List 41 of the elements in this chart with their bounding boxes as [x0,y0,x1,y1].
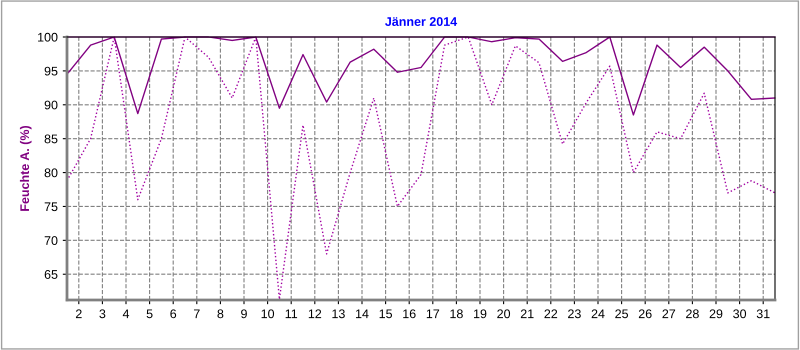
x-tick-label: 11 [286,309,298,318]
x-tick-label: 31 [756,309,770,318]
x-tick-label: 28 [686,309,699,318]
x-tick-label: 13 [332,309,345,318]
x-tick-label: 18 [450,309,463,318]
x-tick-label: 8 [217,309,224,318]
x-tick-label: 29 [710,309,722,318]
x-tick-label: 24 [592,309,605,318]
x-tick-label: 2 [76,309,82,318]
x-tick-label: 30 [733,309,746,318]
y-tick-label: 90 [44,100,58,110]
line-series [66,36,776,300]
x-tick-label: 7 [194,309,200,318]
x-tick-label: 3 [99,309,106,318]
x-tick-label: 21 [520,309,534,318]
x-tick-label: 17 [426,309,440,318]
x-tick-label: 12 [308,309,322,318]
y-axis-title: Feuchte A. (%) [20,126,32,211]
y-tick-label: 70 [44,236,58,246]
y-tick-label: 65 [44,270,58,279]
x-tick-label: 26 [638,309,652,318]
x-tick-label: 20 [497,309,510,318]
x-tick-label: 22 [544,309,558,318]
x-tick-label: 23 [568,309,581,318]
y-tick-label: 80 [44,168,58,178]
chart-title: Jänner 2014 [385,17,458,26]
y-tick-label: 85 [44,134,58,144]
x-tick-label: 27 [662,309,676,318]
y-tick-label: 100 [38,32,58,42]
x-tick-label: 19 [474,309,486,318]
x-tick-label: 4 [122,309,130,318]
y-tick-label: 95 [44,66,58,76]
x-tick-label: 15 [380,309,392,318]
x-tick-label: 9 [241,309,247,318]
y-tick-label: 75 [44,202,58,212]
x-tick-label: 14 [356,309,369,318]
x-tick-label: 5 [146,309,153,318]
x-tick-label: 16 [403,309,416,318]
x-tick-label: 25 [615,309,628,318]
x-tick-label: 10 [262,309,274,318]
x-tick-label: 6 [170,309,176,318]
